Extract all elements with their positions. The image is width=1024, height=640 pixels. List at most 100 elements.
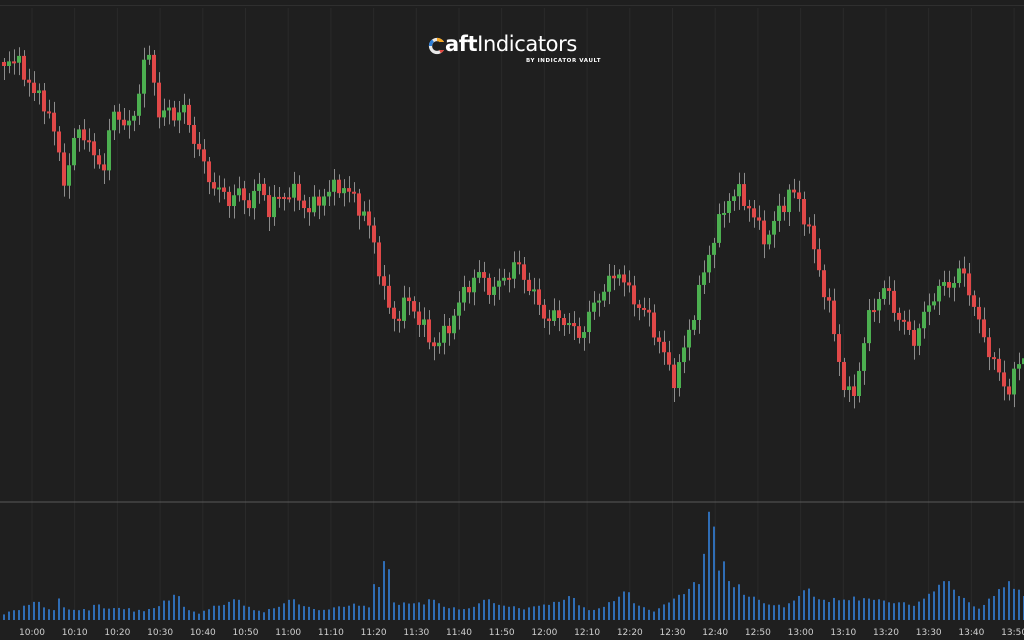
volume-bar bbox=[988, 598, 990, 620]
volume-bar bbox=[203, 610, 205, 620]
volume-bar bbox=[58, 598, 60, 620]
volume-bar bbox=[108, 608, 110, 620]
candle-body bbox=[217, 187, 221, 190]
time-tick-label: 12:50 bbox=[745, 628, 771, 638]
volume-bar bbox=[1018, 589, 1020, 620]
candle-body bbox=[852, 386, 856, 396]
candle-body bbox=[337, 179, 341, 194]
volume-bar bbox=[188, 610, 190, 620]
volume-bar bbox=[628, 592, 630, 620]
candle-body bbox=[862, 343, 866, 371]
volume-bar bbox=[588, 610, 590, 620]
volume-bar bbox=[148, 609, 150, 620]
volume-bar bbox=[608, 602, 610, 620]
volume-bar bbox=[613, 601, 615, 620]
candle-body bbox=[922, 311, 926, 329]
volume-bar bbox=[843, 599, 845, 620]
volume-bar bbox=[868, 598, 870, 620]
candle-body bbox=[992, 357, 996, 360]
candle-body bbox=[692, 320, 696, 330]
candle-body bbox=[2, 62, 6, 66]
candle-body bbox=[817, 249, 821, 271]
candle-body bbox=[1012, 368, 1016, 395]
candle-body bbox=[577, 326, 581, 338]
volume-bar bbox=[808, 588, 810, 620]
candle-body bbox=[712, 242, 716, 255]
volume-bar bbox=[88, 610, 90, 620]
volume-bar bbox=[248, 606, 250, 620]
volume-bar bbox=[668, 602, 670, 620]
volume-bar bbox=[678, 594, 680, 620]
candle-body bbox=[492, 286, 496, 295]
candle-body bbox=[707, 254, 711, 273]
volume-bar bbox=[573, 597, 575, 620]
volume-bar bbox=[673, 598, 675, 620]
volume-bar bbox=[973, 606, 975, 620]
candle-body bbox=[667, 352, 671, 365]
volume-bar bbox=[748, 596, 750, 620]
time-tick-label: 13:30 bbox=[916, 628, 942, 638]
volume-bar bbox=[293, 599, 295, 620]
candle-body bbox=[367, 211, 371, 226]
candle-body bbox=[557, 310, 561, 318]
volume-bar bbox=[333, 607, 335, 620]
candle-body bbox=[682, 347, 686, 363]
volume-bar bbox=[378, 586, 380, 620]
candle-body bbox=[387, 285, 391, 308]
volume-bar bbox=[598, 608, 600, 620]
candle-body bbox=[772, 220, 776, 235]
volume-bar bbox=[23, 605, 25, 620]
volume-bar bbox=[118, 607, 120, 620]
candle-body bbox=[837, 334, 841, 362]
volume-bars bbox=[3, 511, 1024, 620]
volume-bar bbox=[543, 604, 545, 620]
volume-bar bbox=[918, 601, 920, 620]
volume-bar bbox=[363, 605, 365, 620]
candle-body bbox=[612, 275, 616, 279]
volume-bar bbox=[153, 608, 155, 620]
candle-body bbox=[67, 165, 71, 186]
candle-body bbox=[512, 262, 516, 279]
candle-body bbox=[192, 124, 196, 144]
volume-bar bbox=[33, 601, 35, 620]
volume-bar bbox=[368, 607, 370, 620]
time-axis: 10:00 10:10 10:20 10:30 10:40 10:50 11:00 11:10… bbox=[19, 628, 1024, 638]
candle-body bbox=[662, 341, 666, 353]
volume-bar bbox=[723, 561, 725, 620]
candle-body bbox=[77, 129, 81, 138]
volume-bar bbox=[238, 599, 240, 620]
candle-body bbox=[357, 193, 361, 216]
volume-bar bbox=[663, 604, 665, 620]
candle-body bbox=[402, 297, 406, 321]
candle-body bbox=[487, 277, 491, 295]
volume-bar bbox=[263, 612, 265, 620]
candle-body bbox=[372, 225, 376, 243]
volume-bar bbox=[968, 602, 970, 620]
candle-body bbox=[1002, 372, 1006, 387]
volume-bar bbox=[638, 605, 640, 620]
volume-bar bbox=[963, 597, 965, 620]
candle-body bbox=[932, 301, 936, 306]
candle-body bbox=[972, 295, 976, 307]
volume-bar bbox=[403, 602, 405, 620]
candle-body bbox=[607, 275, 611, 292]
volume-bar bbox=[583, 607, 585, 620]
volume-bar bbox=[683, 594, 685, 620]
candle-body bbox=[572, 323, 576, 327]
time-tick-label: 12:30 bbox=[660, 628, 686, 638]
candle-body bbox=[37, 90, 41, 94]
volume-bar bbox=[73, 609, 75, 620]
candle-body bbox=[787, 189, 791, 213]
volume-bar bbox=[198, 613, 200, 620]
volume-bar bbox=[488, 599, 490, 620]
volume-bar bbox=[448, 608, 450, 620]
candle-body bbox=[167, 107, 171, 111]
candle-body bbox=[927, 305, 931, 312]
volume-bar bbox=[308, 606, 310, 620]
volume-bar bbox=[253, 610, 255, 620]
volume-bar bbox=[63, 607, 65, 620]
volume-bar bbox=[768, 604, 770, 620]
candle-body bbox=[267, 195, 271, 218]
